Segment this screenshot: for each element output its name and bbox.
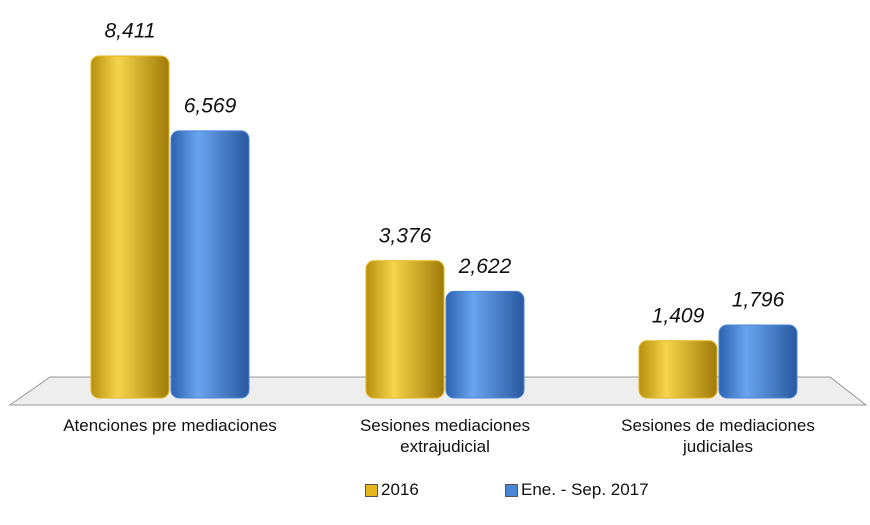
value-label: 8,411	[105, 20, 156, 43]
value-label: 3,376	[379, 224, 432, 247]
legend-item: 2016	[365, 480, 419, 500]
value-label: 1,409	[652, 304, 705, 327]
value-label: 6,569	[184, 94, 237, 117]
x-tick-label: Sesiones de mediaciones judiciales	[621, 416, 815, 456]
bar	[170, 130, 250, 399]
value-label: 1,796	[732, 289, 785, 312]
legend-label: Ene. - Sep. 2017	[521, 480, 649, 499]
bar	[365, 260, 445, 399]
bar	[718, 324, 798, 399]
x-tick-label: Sesiones mediaciones extrajudicial	[359, 416, 531, 456]
legend-swatch	[505, 483, 518, 497]
bar	[445, 290, 525, 399]
value-label: 2,622	[458, 255, 512, 278]
bar	[638, 340, 718, 399]
x-tick-label: Atenciones pre mediaciones	[63, 416, 277, 435]
bar	[90, 55, 170, 399]
legend-label: 2016	[381, 480, 419, 499]
legend-item: Ene. - Sep. 2017	[505, 480, 649, 500]
legend-swatch	[365, 483, 378, 497]
